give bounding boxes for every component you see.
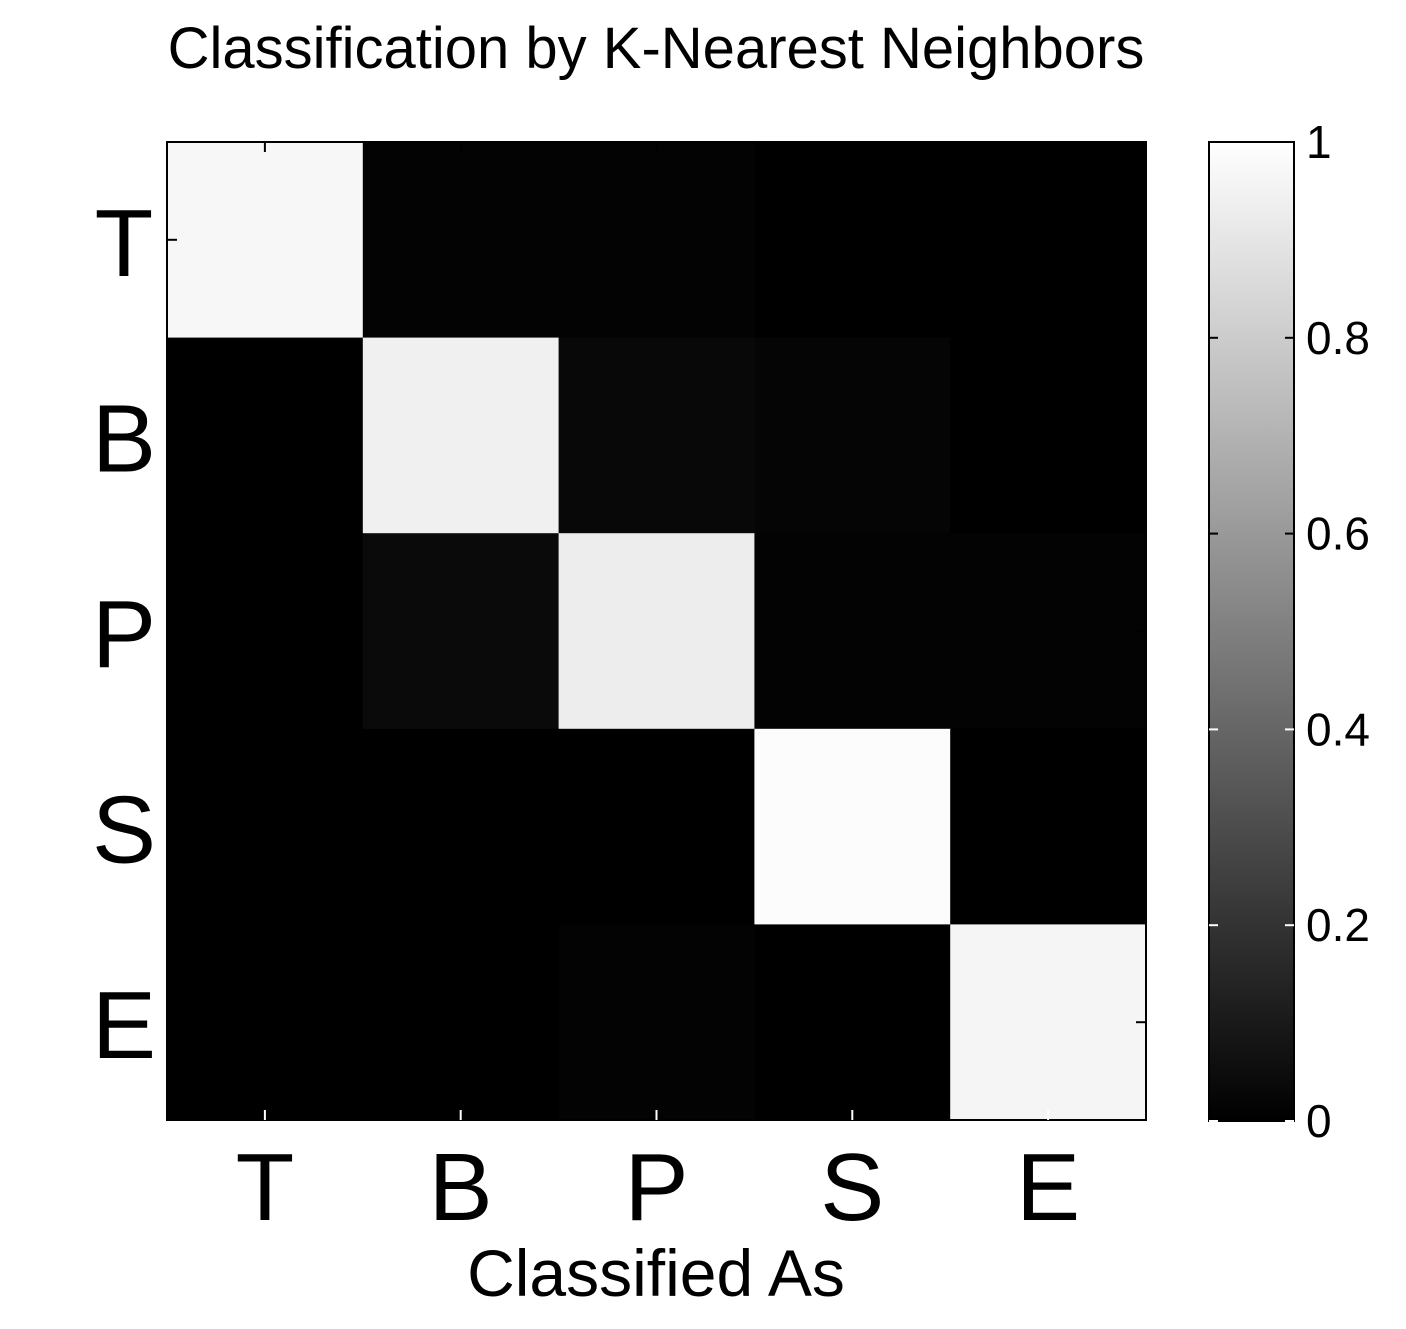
heatmap-cell bbox=[558, 142, 755, 339]
heatmap-cell bbox=[950, 533, 1147, 730]
colorbar-gradient bbox=[1208, 141, 1295, 1122]
y-tick-label: S bbox=[92, 777, 156, 884]
heatmap-cells bbox=[167, 142, 1147, 1121]
heatmap-cell bbox=[950, 728, 1147, 925]
heatmap-cell bbox=[950, 924, 1147, 1121]
heatmap-cell bbox=[754, 924, 951, 1121]
x-tick-label: B bbox=[429, 1134, 493, 1241]
chart-title: Classification by K-Nearest Neighbors bbox=[168, 16, 1145, 81]
heatmap-cell bbox=[754, 337, 951, 534]
heatmap-cell bbox=[558, 533, 755, 730]
heatmap-cell bbox=[754, 533, 951, 730]
x-tick-label: P bbox=[624, 1134, 688, 1241]
heatmap-cell bbox=[167, 924, 364, 1121]
heatmap-cell bbox=[362, 728, 560, 925]
heatmap-cell bbox=[362, 142, 560, 339]
y-tick-label: B bbox=[92, 385, 156, 492]
heatmap-cell bbox=[558, 924, 755, 1121]
heatmap-cell bbox=[167, 533, 364, 730]
heatmap-cell bbox=[950, 142, 1147, 339]
axis-ticks bbox=[167, 142, 1146, 1120]
colorbar: 0 0.2 0.4 0.6 0.8 1 bbox=[1208, 116, 1370, 1147]
colorbar-tick-label: 0.4 bbox=[1306, 703, 1370, 755]
heatmap-cell bbox=[167, 728, 364, 925]
colorbar-ticks: 0 0.2 0.4 0.6 0.8 1 bbox=[1209, 116, 1370, 1147]
heatmap-cell bbox=[167, 337, 364, 534]
x-tick-label: S bbox=[820, 1134, 884, 1241]
colorbar-tick-label: 0.8 bbox=[1306, 312, 1370, 364]
heatmap-cell bbox=[362, 337, 560, 534]
heatmap-cell bbox=[362, 924, 560, 1121]
heatmap-cell bbox=[167, 142, 364, 339]
colorbar-tick-label: 0.2 bbox=[1306, 899, 1370, 951]
colorbar-tick-label: 1 bbox=[1306, 116, 1332, 168]
heatmap-cell bbox=[362, 533, 560, 730]
colorbar-tick-label: 0 bbox=[1306, 1095, 1332, 1147]
x-tick-label: E bbox=[1016, 1134, 1080, 1241]
y-tick-label: E bbox=[92, 972, 156, 1079]
y-tick-label: P bbox=[92, 581, 156, 688]
heatmap-cell bbox=[754, 728, 951, 925]
heatmap-cell bbox=[950, 337, 1147, 534]
heatmap-cell bbox=[558, 337, 755, 534]
colorbar-tick-label: 0.6 bbox=[1306, 508, 1370, 560]
y-tick-label: T bbox=[95, 190, 154, 297]
heatmap-cell bbox=[558, 728, 755, 925]
x-axis-label: Classified As bbox=[467, 1236, 845, 1310]
x-tick-label: T bbox=[236, 1134, 295, 1241]
heatmap-cell bbox=[754, 142, 951, 339]
